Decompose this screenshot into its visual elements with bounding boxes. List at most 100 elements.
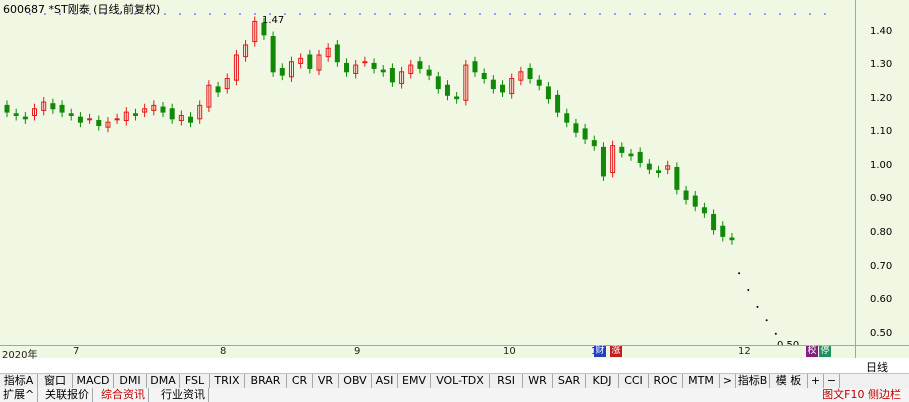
tab-15[interactable]: WR <box>523 374 553 388</box>
candle-body <box>472 61 478 73</box>
candle-body <box>573 123 579 133</box>
candle-body <box>41 101 47 111</box>
marker-dot <box>89 13 91 15</box>
candle-body <box>665 165 671 170</box>
candle-body <box>564 113 570 123</box>
candle-body <box>142 108 148 113</box>
bottom-tab-1[interactable]: 关联报价 <box>42 388 93 402</box>
tab-21[interactable]: > <box>720 374 736 388</box>
marker-dot <box>74 13 76 15</box>
tab-1[interactable]: 窗口 <box>38 374 73 388</box>
candle-body <box>197 104 203 120</box>
candle-body <box>500 84 506 93</box>
bottom-tab-2[interactable]: 综合资讯 <box>98 388 149 402</box>
tab-25[interactable]: − <box>824 374 840 388</box>
y-tick-label: 1.40 <box>870 25 893 37</box>
kline-svg[interactable]: 1.47 0.50 <box>0 0 855 345</box>
candle-body <box>444 84 450 96</box>
sidebar-toggle[interactable]: 侧边栏 <box>868 388 901 401</box>
candle-body <box>454 96 460 100</box>
marker-dot <box>44 13 46 15</box>
candle-body <box>701 207 707 214</box>
halt-badge[interactable]: 停 <box>819 346 831 357</box>
marker-dot <box>194 13 196 15</box>
y-tick-label: 0.70 <box>870 260 893 272</box>
tab-24[interactable]: + <box>808 374 824 388</box>
candle-body <box>298 57 304 64</box>
candle-body <box>96 119 102 127</box>
bottom-right-links: 图文F10 侧边栏 <box>822 388 901 402</box>
tab-22[interactable]: 指标B <box>736 374 770 388</box>
candle-body <box>178 114 184 121</box>
marker-dot <box>764 13 766 15</box>
x-tick-label: 2020年 <box>2 350 38 361</box>
f10-link[interactable]: 图文F10 <box>822 388 865 401</box>
candle-body <box>389 67 395 83</box>
tab-7[interactable]: BRAR <box>245 374 287 388</box>
tab-8[interactable]: CR <box>287 374 313 388</box>
marker-dot <box>134 13 136 15</box>
candle-body <box>233 54 239 81</box>
tab-4[interactable]: DMA <box>147 374 180 388</box>
tab-17[interactable]: KDJ <box>586 374 619 388</box>
x-tick-label: 12 <box>738 346 751 357</box>
candle-body <box>87 118 93 121</box>
candle-body <box>527 67 533 80</box>
tab-6[interactable]: TRIX <box>210 374 245 388</box>
marker-dot <box>269 13 271 15</box>
tab-12[interactable]: EMV <box>398 374 431 388</box>
marker-dot <box>239 13 241 15</box>
marker-dot <box>359 13 361 15</box>
kline-chart-area[interactable]: 600687 *ST刚泰 (日线,前复权) 1.47 0.50 1.40 1.30 1… <box>0 0 909 361</box>
candle-body <box>132 113 138 116</box>
tab-9[interactable]: VR <box>313 374 339 388</box>
marker-dot <box>434 13 436 15</box>
finance-badge[interactable]: 财 <box>594 346 606 357</box>
marker-dot <box>449 13 451 15</box>
tab-14[interactable]: RSI <box>490 374 523 388</box>
tab-10[interactable]: OBV <box>339 374 372 388</box>
candle-body <box>683 190 689 200</box>
candle-body <box>591 140 597 147</box>
tab-20[interactable]: MTM <box>683 374 720 388</box>
tab-16[interactable]: SAR <box>553 374 586 388</box>
marker-dot <box>809 13 811 15</box>
rise-badge[interactable]: 涨 <box>610 346 622 357</box>
y-tick-label: 0.50 <box>870 327 893 339</box>
candle-body <box>307 54 313 69</box>
marker-dot <box>119 13 121 15</box>
candle-body <box>417 61 423 69</box>
candle-body <box>114 118 120 121</box>
tab-2[interactable]: MACD <box>73 374 114 388</box>
low-price-annotation: 0.50 <box>777 340 799 345</box>
tab-19[interactable]: ROC <box>649 374 683 388</box>
price-dot <box>765 319 768 322</box>
candle-body <box>426 69 432 76</box>
tab-0[interactable]: 指标A <box>0 374 38 388</box>
bottom-tab-3[interactable]: 行业资讯 <box>158 388 209 402</box>
candle-body <box>243 44 249 58</box>
tab-5[interactable]: FSL <box>180 374 210 388</box>
tab-23[interactable]: 模 板 <box>770 374 808 388</box>
candle-body <box>729 237 735 241</box>
candle-body <box>362 61 368 64</box>
candle-body <box>518 71 524 81</box>
candle-body <box>288 61 294 78</box>
marker-dot <box>104 13 106 15</box>
marker-dot <box>224 13 226 15</box>
check-badge[interactable]: 校 <box>806 346 818 357</box>
tab-3[interactable]: DMI <box>114 374 147 388</box>
candle-body <box>32 108 38 116</box>
tab-13[interactable]: VOL-TDX <box>431 374 490 388</box>
marker-dot <box>824 13 826 15</box>
period-label[interactable]: 日线 <box>866 361 888 374</box>
tab-18[interactable]: CCI <box>619 374 649 388</box>
marker-dot <box>659 13 661 15</box>
marker-dot <box>584 13 586 15</box>
tab-11[interactable]: ASI <box>372 374 398 388</box>
marker-dot <box>674 13 676 15</box>
marker-dot <box>524 13 526 15</box>
marker-dot <box>314 13 316 15</box>
bottom-tab-0[interactable]: 扩展^ <box>0 388 39 402</box>
marker-dot <box>419 13 421 15</box>
